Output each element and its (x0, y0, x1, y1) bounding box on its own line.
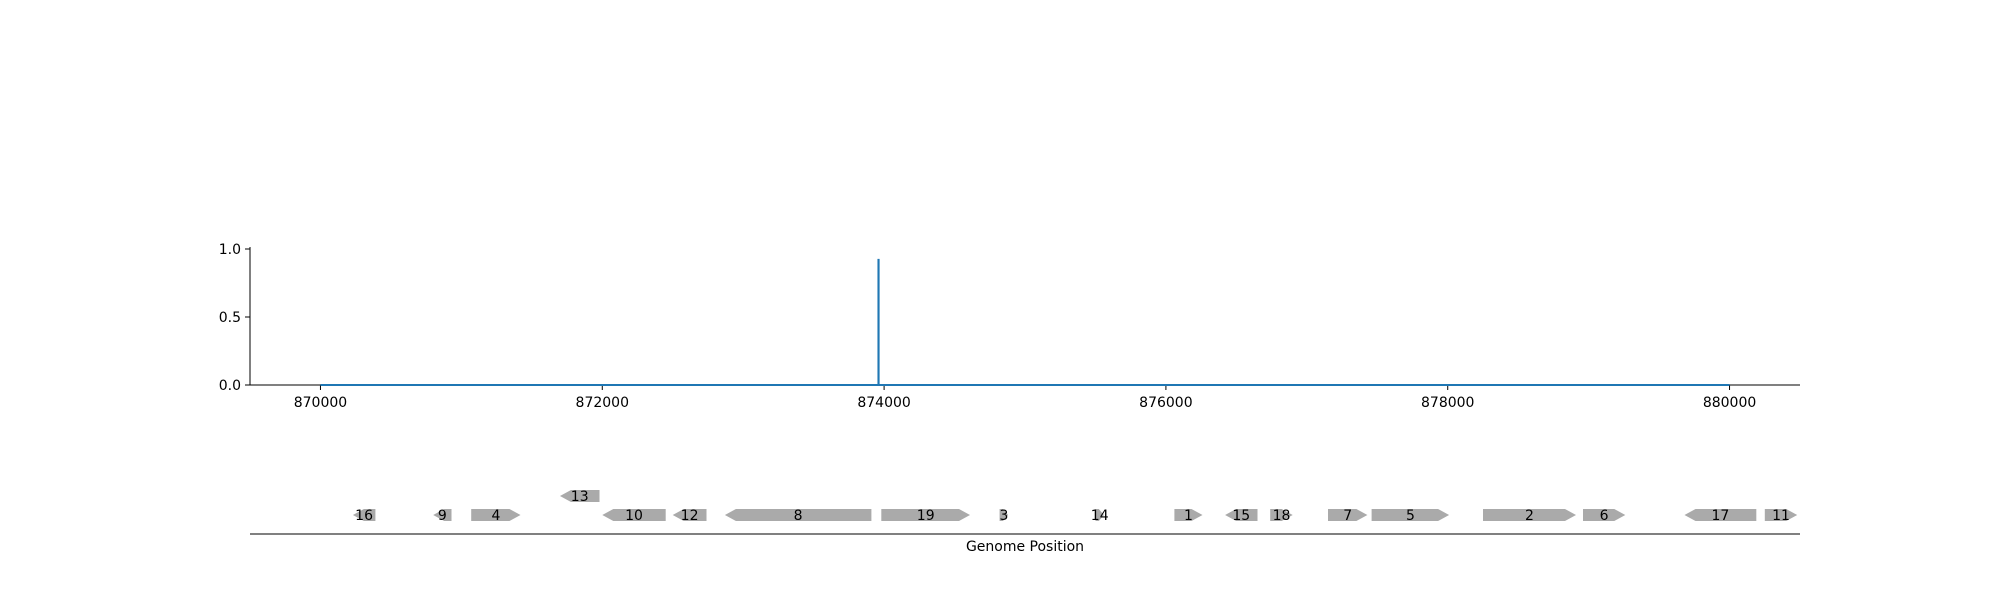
x-tick-label: 876000 (1139, 395, 1192, 411)
gene-arrow (560, 490, 600, 502)
gene-label: 12 (681, 508, 699, 524)
gene-arrow (602, 509, 666, 521)
gene-label: 18 (1273, 508, 1291, 524)
gene-arrow (1225, 509, 1258, 521)
gene-label: 4 (491, 508, 500, 524)
gene-arrow (1764, 509, 1798, 521)
gene-label: 1 (1184, 508, 1193, 524)
gene-arrow (1174, 509, 1203, 521)
gene-label: 2 (1525, 508, 1534, 524)
gene-label: 17 (1711, 508, 1729, 524)
gene-arrow (471, 509, 521, 521)
gene-label: 15 (1232, 508, 1250, 524)
gene-arrow (1270, 509, 1293, 521)
gene-label: 13 (571, 489, 589, 505)
y-tick-label: 0.0 (219, 378, 241, 394)
gene-arrow (999, 509, 1009, 521)
x-tick-label: 878000 (1421, 395, 1474, 411)
gene-arrow (1684, 509, 1757, 521)
gene-label: 7 (1343, 508, 1352, 524)
gene-arrow (1095, 509, 1104, 521)
gene-label: 11 (1772, 508, 1790, 524)
gene-arrow (352, 509, 376, 521)
gene-label: 14 (1091, 508, 1109, 524)
gene-label: 5 (1406, 508, 1415, 524)
gene-label: 6 (1600, 508, 1609, 524)
gene-label: 9 (438, 508, 447, 524)
y-tick-label: 1.0 (219, 242, 241, 258)
gene-arrow (1371, 509, 1450, 521)
gene-arrow (881, 509, 970, 521)
x-tick-label: 870000 (294, 395, 347, 411)
gene-label: 8 (794, 508, 803, 524)
x-tick-label: 872000 (576, 395, 629, 411)
gene-arrow (672, 509, 707, 521)
y-tick-label: 0.5 (219, 310, 241, 326)
gene-label: 16 (355, 508, 373, 524)
gene-label: 10 (625, 508, 643, 524)
gene-arrow (433, 509, 452, 521)
gene-label: 3 (999, 508, 1008, 524)
x-tick-label: 874000 (857, 395, 910, 411)
coverage-line (320, 258, 1730, 386)
gene-arrow (1328, 509, 1368, 521)
gene-arrow (1583, 509, 1626, 521)
gene-track-xlabel: Genome Position (966, 539, 1084, 555)
x-tick-label: 880000 (1703, 395, 1756, 411)
gene-track: Genome Position 16 9 4 13 10 12 8 19 3 14 1 15 18 7 5 2 6… (250, 489, 1800, 555)
gene-arrow (1483, 509, 1576, 521)
gene-arrow (724, 509, 872, 521)
gene-label: 19 (917, 508, 935, 524)
coverage-axes: 0.0 0.5 1.0 870000 872000 874000 876000 878000 8… (219, 242, 1800, 411)
